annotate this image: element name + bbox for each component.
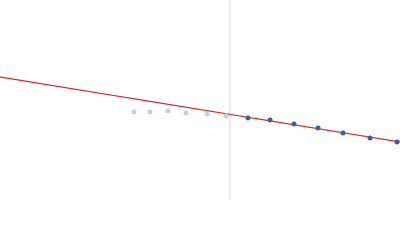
data-point [204,111,210,117]
data-point [394,139,400,145]
data-point [315,125,321,131]
data-point [291,121,297,127]
chart [0,0,400,200]
data-point [147,109,153,115]
data-point [165,108,171,114]
data-point [245,115,251,121]
data-point [367,135,373,141]
fit-line [0,76,400,143]
data-point [183,110,189,116]
data-point [267,117,273,123]
data-point [131,109,137,115]
data-point [223,113,229,119]
data-point [340,130,346,136]
